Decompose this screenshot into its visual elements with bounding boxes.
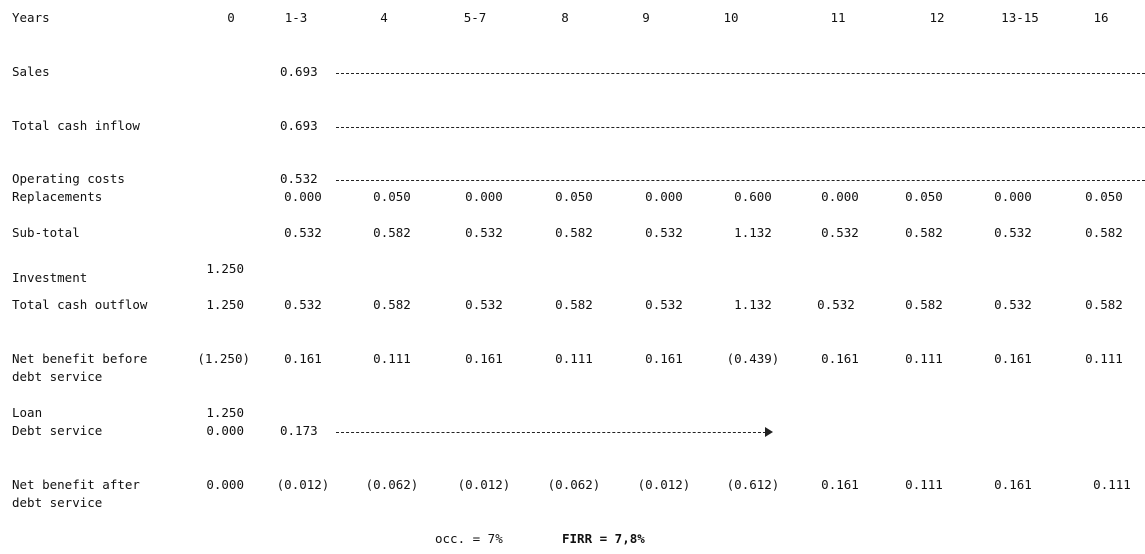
replacements-value: 0.050 [905, 189, 943, 204]
year-header-7: 11 [830, 10, 846, 25]
net-after-value: 0.161 [821, 477, 859, 492]
replacements-value: 0.000 [994, 189, 1032, 204]
net-before-y0: (1.250) [197, 351, 250, 366]
replacements-value: 0.000 [284, 189, 322, 204]
subtotal-value: 0.582 [1085, 225, 1123, 240]
cash-outflow-value: 0.532 [645, 297, 683, 312]
sales-value: 0.693 [280, 64, 318, 79]
net-before-value: 0.111 [373, 351, 411, 366]
operating-costs-label: Operating costs [12, 171, 125, 186]
occ-note: occ. = 7% [435, 531, 503, 546]
debt-service-y0: 0.000 [206, 423, 244, 438]
replacements-value: 0.050 [1085, 189, 1123, 204]
operating-costs-continuation-line [336, 180, 1145, 181]
cash-outflow-value: 0.582 [555, 297, 593, 312]
debt-service-continuation-line [336, 432, 766, 433]
replacements-value: 0.000 [821, 189, 859, 204]
year-header-10: 16 [1093, 10, 1109, 25]
firr-note: FIRR = 7,8% [562, 531, 645, 546]
net-after-value: (0.612) [726, 477, 780, 492]
net-after-value: (0.062) [547, 477, 601, 492]
subtotal-value: 0.532 [284, 225, 322, 240]
net-after-value: 0.111 [905, 477, 943, 492]
sales-continuation-line [336, 73, 1145, 74]
subtotal-value: 0.532 [821, 225, 859, 240]
net-before-value: 0.161 [284, 351, 322, 366]
cash-outflow-value: 0.582 [905, 297, 943, 312]
net-after-value: (0.012) [276, 477, 330, 492]
net-before-value: 0.161 [465, 351, 503, 366]
operating-costs-value: 0.532 [280, 171, 318, 186]
year-header-1: 1-3 [284, 10, 308, 25]
debt-service-label: Debt service [12, 423, 103, 438]
net-before-value: (0.439) [726, 351, 780, 366]
subtotal-value: 1.132 [734, 225, 772, 240]
net-after-label-2: debt service [12, 495, 103, 510]
year-header-2: 4 [380, 10, 388, 25]
net-before-value: 0.111 [905, 351, 943, 366]
loan-value: 1.250 [206, 405, 244, 420]
cash-outflow-value: 0.582 [373, 297, 411, 312]
replacements-value: 0.600 [734, 189, 772, 204]
cash-outflow-value: 0.582 [1085, 297, 1123, 312]
subtotal-value: 0.532 [645, 225, 683, 240]
cash-outflow-value: 0.532 [994, 297, 1032, 312]
subtotal-value: 0.582 [905, 225, 943, 240]
arrow-right-icon [765, 427, 773, 437]
investment-label: Investment [12, 270, 88, 285]
cash-inflow-continuation-line [336, 127, 1145, 128]
year-header-9: 13-15 [1001, 10, 1039, 25]
subtotal-value: 0.532 [465, 225, 503, 240]
net-before-value: 0.111 [1085, 351, 1123, 366]
net-after-value: (0.012) [457, 477, 511, 492]
subtotal-value: 0.582 [373, 225, 411, 240]
net-after-y0: 0.000 [206, 477, 244, 492]
replacements-value: 0.050 [373, 189, 411, 204]
net-after-value: (0.012) [637, 477, 691, 492]
net-before-label-2: debt service [12, 369, 103, 384]
year-header-5: 9 [642, 10, 650, 25]
debt-service-value: 0.173 [280, 423, 318, 438]
year-header-4: 8 [561, 10, 569, 25]
sales-label: Sales [12, 64, 50, 79]
net-after-value: (0.062) [365, 477, 419, 492]
subtotal-label: Sub-total [12, 225, 80, 240]
loan-label: Loan [12, 405, 43, 420]
cash-inflow-value: 0.693 [280, 118, 318, 133]
year-header-8: 12 [929, 10, 945, 25]
cash-outflow-label: Total cash outflow [12, 297, 148, 312]
net-after-label-1: Net benefit after [12, 477, 140, 492]
investment-value: 1.250 [206, 261, 244, 276]
cash-outflow-value: 0.532 [817, 297, 855, 312]
cash-outflow-value: 1.132 [734, 297, 772, 312]
net-after-value: 0.111 [1093, 477, 1131, 492]
year-header-0: 0 [227, 10, 235, 25]
cash-outflow-y0: 1.250 [206, 297, 244, 312]
cash-outflow-value: 0.532 [465, 297, 503, 312]
replacements-value: 0.050 [555, 189, 593, 204]
net-after-value: 0.161 [994, 477, 1032, 492]
cash-outflow-value: 0.532 [284, 297, 322, 312]
net-before-label-1: Net benefit before [12, 351, 148, 366]
net-before-value: 0.161 [645, 351, 683, 366]
net-before-value: 0.111 [555, 351, 593, 366]
replacements-value: 0.000 [465, 189, 503, 204]
replacements-label: Replacements [12, 189, 103, 204]
year-header-6: 10 [723, 10, 739, 25]
cash-inflow-label: Total cash inflow [12, 118, 140, 133]
net-before-value: 0.161 [821, 351, 859, 366]
replacements-value: 0.000 [645, 189, 683, 204]
subtotal-value: 0.532 [994, 225, 1032, 240]
years-label: Years [12, 10, 50, 25]
net-before-value: 0.161 [994, 351, 1032, 366]
year-header-3: 5-7 [463, 10, 487, 25]
subtotal-value: 0.582 [555, 225, 593, 240]
